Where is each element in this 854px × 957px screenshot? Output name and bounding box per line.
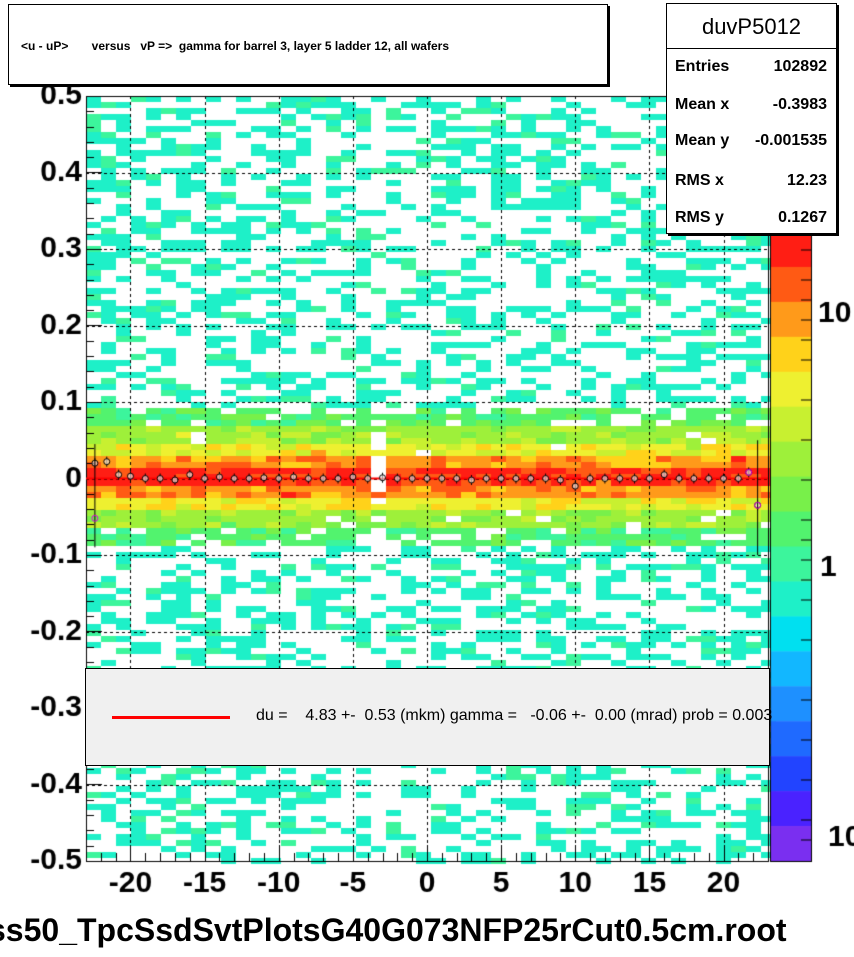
stats-box: duvP5012 Entries 102892 Mean x -0.3983 M…: [666, 3, 837, 234]
footer-text: ss50_TpcSsdSvtPlotsG40G073NFP25rCut0.5cm…: [0, 912, 787, 948]
stat-value: -0.001535: [754, 132, 827, 149]
legend-fit-text: du = 4.83 +- 0.53 (mkm) gamma = -0.06 +-…: [256, 707, 773, 724]
stats-divider: [667, 48, 836, 49]
stats-histogram-name: duvP5012: [701, 14, 802, 39]
stat-label: RMS y: [675, 209, 724, 226]
stat-value: -0.3983: [772, 96, 827, 113]
plot-title: <u - uP> versus vP => gamma for barrel 3…: [21, 39, 449, 53]
stat-row-rms-y: RMS y 0.1267: [675, 209, 827, 229]
stat-label: Entries: [675, 58, 730, 75]
stat-row-mean-y: Mean y -0.001535: [675, 132, 827, 152]
stat-label: RMS x: [675, 172, 724, 189]
stat-label: Mean x: [675, 96, 730, 113]
title-box: <u - uP> versus vP => gamma for barrel 3…: [8, 4, 608, 85]
legend-fit-line: [112, 716, 230, 719]
stat-value: 102892: [773, 58, 827, 75]
stat-value: 12.23: [786, 172, 827, 189]
stat-row-mean-x: Mean x -0.3983: [675, 96, 827, 116]
stat-value: 0.1267: [778, 209, 827, 226]
footer-filename: ss50_TpcSsdSvtPlotsG40G073NFP25rCut0.5cm…: [0, 912, 854, 949]
fit-legend: du = 4.83 +- 0.53 (mkm) gamma = -0.06 +-…: [85, 668, 773, 766]
stat-row-entries: Entries 102892: [675, 58, 827, 78]
stat-row-rms-x: RMS x 12.23: [675, 172, 827, 192]
stat-label: Mean y: [675, 132, 730, 149]
